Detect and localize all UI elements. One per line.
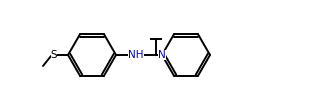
Text: NH: NH [128, 50, 144, 60]
Text: S: S [51, 50, 57, 60]
Text: N: N [158, 50, 166, 60]
